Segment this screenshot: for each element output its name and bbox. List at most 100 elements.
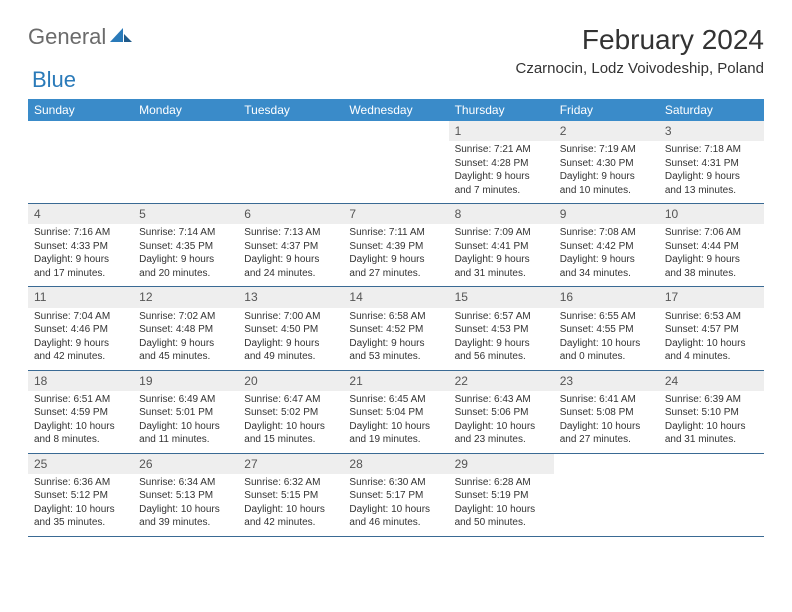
day-detail-cell: Sunrise: 7:18 AMSunset: 4:31 PMDaylight:… bbox=[659, 141, 764, 204]
day-number-cell: 3 bbox=[659, 121, 764, 141]
sunrise-text: Sunrise: 7:11 AM bbox=[349, 226, 442, 240]
sunrise-text: Sunrise: 6:28 AM bbox=[455, 476, 548, 490]
daylight-text-2: and 53 minutes. bbox=[349, 350, 442, 364]
daylight-text-1: Daylight: 10 hours bbox=[560, 337, 653, 351]
day-number-cell bbox=[238, 121, 343, 141]
daylight-text-2: and 8 minutes. bbox=[34, 433, 127, 447]
day-number-cell bbox=[133, 121, 238, 141]
sunset-text: Sunset: 4:55 PM bbox=[560, 323, 653, 337]
day-number-cell: 22 bbox=[449, 370, 554, 391]
day-number-cell: 13 bbox=[238, 287, 343, 308]
daylight-text-2: and 50 minutes. bbox=[455, 516, 548, 530]
day-detail-cell bbox=[133, 141, 238, 204]
sunrise-text: Sunrise: 7:13 AM bbox=[244, 226, 337, 240]
sunset-text: Sunset: 5:02 PM bbox=[244, 406, 337, 420]
daylight-text-1: Daylight: 10 hours bbox=[349, 420, 442, 434]
month-title: February 2024 bbox=[516, 24, 765, 56]
daylight-text-2: and 49 minutes. bbox=[244, 350, 337, 364]
day-detail-cell: Sunrise: 6:47 AMSunset: 5:02 PMDaylight:… bbox=[238, 391, 343, 454]
day-number-cell bbox=[28, 121, 133, 141]
calendar-table: SundayMondayTuesdayWednesdayThursdayFrid… bbox=[28, 99, 764, 537]
day-detail-cell: Sunrise: 7:09 AMSunset: 4:41 PMDaylight:… bbox=[449, 224, 554, 287]
sunrise-text: Sunrise: 7:06 AM bbox=[665, 226, 758, 240]
day-detail-row: Sunrise: 7:21 AMSunset: 4:28 PMDaylight:… bbox=[28, 141, 764, 204]
sunrise-text: Sunrise: 7:02 AM bbox=[139, 310, 232, 324]
day-number-cell: 14 bbox=[343, 287, 448, 308]
day-detail-cell: Sunrise: 6:57 AMSunset: 4:53 PMDaylight:… bbox=[449, 308, 554, 371]
day-detail-cell: Sunrise: 7:13 AMSunset: 4:37 PMDaylight:… bbox=[238, 224, 343, 287]
sunset-text: Sunset: 4:46 PM bbox=[34, 323, 127, 337]
weekday-header-row: SundayMondayTuesdayWednesdayThursdayFrid… bbox=[28, 99, 764, 121]
daylight-text-1: Daylight: 10 hours bbox=[34, 420, 127, 434]
daylight-text-1: Daylight: 9 hours bbox=[139, 253, 232, 267]
sunrise-text: Sunrise: 6:36 AM bbox=[34, 476, 127, 490]
daylight-text-1: Daylight: 9 hours bbox=[455, 337, 548, 351]
day-detail-cell: Sunrise: 7:11 AMSunset: 4:39 PMDaylight:… bbox=[343, 224, 448, 287]
day-number-cell: 24 bbox=[659, 370, 764, 391]
day-detail-cell: Sunrise: 6:49 AMSunset: 5:01 PMDaylight:… bbox=[133, 391, 238, 454]
day-detail-cell bbox=[659, 474, 764, 537]
day-detail-cell: Sunrise: 6:34 AMSunset: 5:13 PMDaylight:… bbox=[133, 474, 238, 537]
day-number-cell: 1 bbox=[449, 121, 554, 141]
sunrise-text: Sunrise: 7:08 AM bbox=[560, 226, 653, 240]
daylight-text-2: and 39 minutes. bbox=[139, 516, 232, 530]
daylight-text-2: and 31 minutes. bbox=[665, 433, 758, 447]
sunrise-text: Sunrise: 7:09 AM bbox=[455, 226, 548, 240]
weekday-header: Friday bbox=[554, 99, 659, 121]
daylight-text-1: Daylight: 10 hours bbox=[665, 420, 758, 434]
sunset-text: Sunset: 4:57 PM bbox=[665, 323, 758, 337]
weekday-header: Tuesday bbox=[238, 99, 343, 121]
day-detail-cell: Sunrise: 6:55 AMSunset: 4:55 PMDaylight:… bbox=[554, 308, 659, 371]
day-number-cell: 10 bbox=[659, 204, 764, 225]
daylight-text-2: and 42 minutes. bbox=[34, 350, 127, 364]
sunset-text: Sunset: 5:19 PM bbox=[455, 489, 548, 503]
sunset-text: Sunset: 4:37 PM bbox=[244, 240, 337, 254]
day-detail-row: Sunrise: 7:16 AMSunset: 4:33 PMDaylight:… bbox=[28, 224, 764, 287]
daylight-text-1: Daylight: 10 hours bbox=[139, 420, 232, 434]
day-number-cell: 12 bbox=[133, 287, 238, 308]
weekday-header: Sunday bbox=[28, 99, 133, 121]
weekday-header: Wednesday bbox=[343, 99, 448, 121]
day-number-cell: 6 bbox=[238, 204, 343, 225]
day-number-cell: 26 bbox=[133, 453, 238, 474]
sunrise-text: Sunrise: 6:53 AM bbox=[665, 310, 758, 324]
sunrise-text: Sunrise: 6:57 AM bbox=[455, 310, 548, 324]
day-detail-cell bbox=[343, 141, 448, 204]
day-number-cell: 7 bbox=[343, 204, 448, 225]
day-detail-cell bbox=[238, 141, 343, 204]
sunset-text: Sunset: 4:33 PM bbox=[34, 240, 127, 254]
day-number-cell: 11 bbox=[28, 287, 133, 308]
daylight-text-1: Daylight: 10 hours bbox=[455, 420, 548, 434]
sunrise-text: Sunrise: 7:18 AM bbox=[665, 143, 758, 157]
sunset-text: Sunset: 5:13 PM bbox=[139, 489, 232, 503]
daylight-text-1: Daylight: 10 hours bbox=[139, 503, 232, 517]
day-number-cell: 27 bbox=[238, 453, 343, 474]
day-detail-cell: Sunrise: 6:58 AMSunset: 4:52 PMDaylight:… bbox=[343, 308, 448, 371]
day-number-cell: 4 bbox=[28, 204, 133, 225]
sunset-text: Sunset: 4:31 PM bbox=[665, 157, 758, 171]
sunset-text: Sunset: 4:50 PM bbox=[244, 323, 337, 337]
day-number-cell: 25 bbox=[28, 453, 133, 474]
sunrise-text: Sunrise: 6:39 AM bbox=[665, 393, 758, 407]
sunrise-text: Sunrise: 6:41 AM bbox=[560, 393, 653, 407]
daylight-text-2: and 23 minutes. bbox=[455, 433, 548, 447]
weekday-header: Saturday bbox=[659, 99, 764, 121]
daylight-text-2: and 27 minutes. bbox=[349, 267, 442, 281]
day-number-cell: 29 bbox=[449, 453, 554, 474]
sunrise-text: Sunrise: 7:00 AM bbox=[244, 310, 337, 324]
day-detail-row: Sunrise: 6:51 AMSunset: 4:59 PMDaylight:… bbox=[28, 391, 764, 454]
day-detail-cell: Sunrise: 7:04 AMSunset: 4:46 PMDaylight:… bbox=[28, 308, 133, 371]
sunset-text: Sunset: 5:17 PM bbox=[349, 489, 442, 503]
daylight-text-1: Daylight: 9 hours bbox=[34, 337, 127, 351]
daylight-text-1: Daylight: 9 hours bbox=[665, 170, 758, 184]
daylight-text-2: and 34 minutes. bbox=[560, 267, 653, 281]
day-number-cell: 18 bbox=[28, 370, 133, 391]
logo-word1: General bbox=[28, 24, 106, 50]
daylight-text-2: and 0 minutes. bbox=[560, 350, 653, 364]
daylight-text-2: and 35 minutes. bbox=[34, 516, 127, 530]
day-detail-cell: Sunrise: 6:43 AMSunset: 5:06 PMDaylight:… bbox=[449, 391, 554, 454]
day-number-cell: 15 bbox=[449, 287, 554, 308]
sunset-text: Sunset: 4:44 PM bbox=[665, 240, 758, 254]
daylight-text-2: and 19 minutes. bbox=[349, 433, 442, 447]
daylight-text-2: and 38 minutes. bbox=[665, 267, 758, 281]
